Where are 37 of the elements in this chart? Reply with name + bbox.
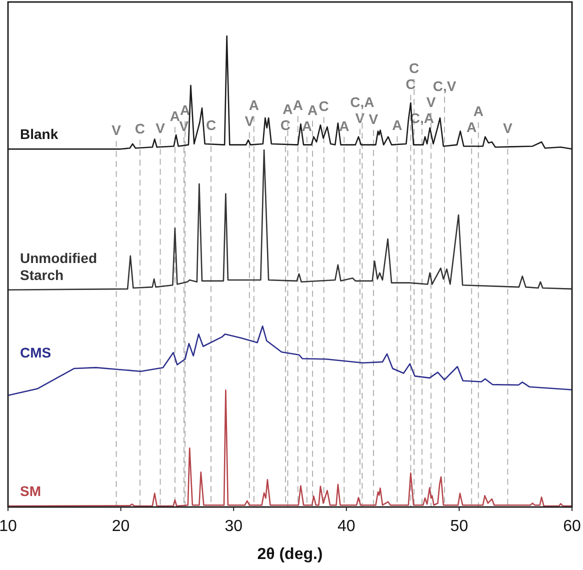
ref-line-label: C [206, 116, 216, 133]
ref-line-label: C [280, 117, 291, 134]
ref-line-label: V [368, 110, 379, 127]
x-tick-label: 10 [0, 518, 17, 535]
ref-line-label: C [318, 98, 329, 114]
ref-line-label: V [244, 113, 255, 130]
ref-line-label: V [426, 94, 436, 110]
series-label: SM [20, 483, 41, 500]
x-tick-label: 60 [563, 518, 581, 535]
series-label: CMS [20, 344, 52, 361]
ref-line-label: C [406, 76, 416, 92]
ref-line-label: C,A [350, 94, 374, 110]
ref-line-label: V [156, 120, 166, 136]
ref-line-label: A [292, 97, 303, 114]
ref-line-label: V [503, 120, 514, 136]
x-tick-label: 40 [338, 518, 356, 535]
ref-line-label: V [179, 118, 190, 134]
ref-line-label: A [473, 103, 484, 120]
series-label: Blank [20, 126, 58, 142]
ref-line-label: C [409, 60, 420, 76]
ref-line-label: A [248, 97, 259, 114]
ref-line-label: A [302, 118, 312, 134]
x-tick-label: 30 [224, 518, 243, 535]
ref-line-label: C [134, 120, 146, 137]
ref-line-label: A [466, 119, 477, 136]
series-label: Unmodified Starch [20, 250, 97, 283]
ref-line-label: A [339, 118, 350, 134]
ref-line-label: A [307, 102, 318, 118]
x-tick-label: 20 [112, 518, 130, 535]
ref-line-label: A [170, 108, 180, 124]
x-axis-title: 2θ (deg.) [257, 546, 323, 563]
ref-line-label: A [282, 101, 293, 118]
ref-line-label: V [112, 122, 122, 138]
ref-line-label: A [392, 117, 402, 134]
ref-line-label: A [180, 102, 190, 118]
ref-line-label: C,V [432, 78, 457, 94]
x-tick-label: 50 [450, 518, 468, 535]
